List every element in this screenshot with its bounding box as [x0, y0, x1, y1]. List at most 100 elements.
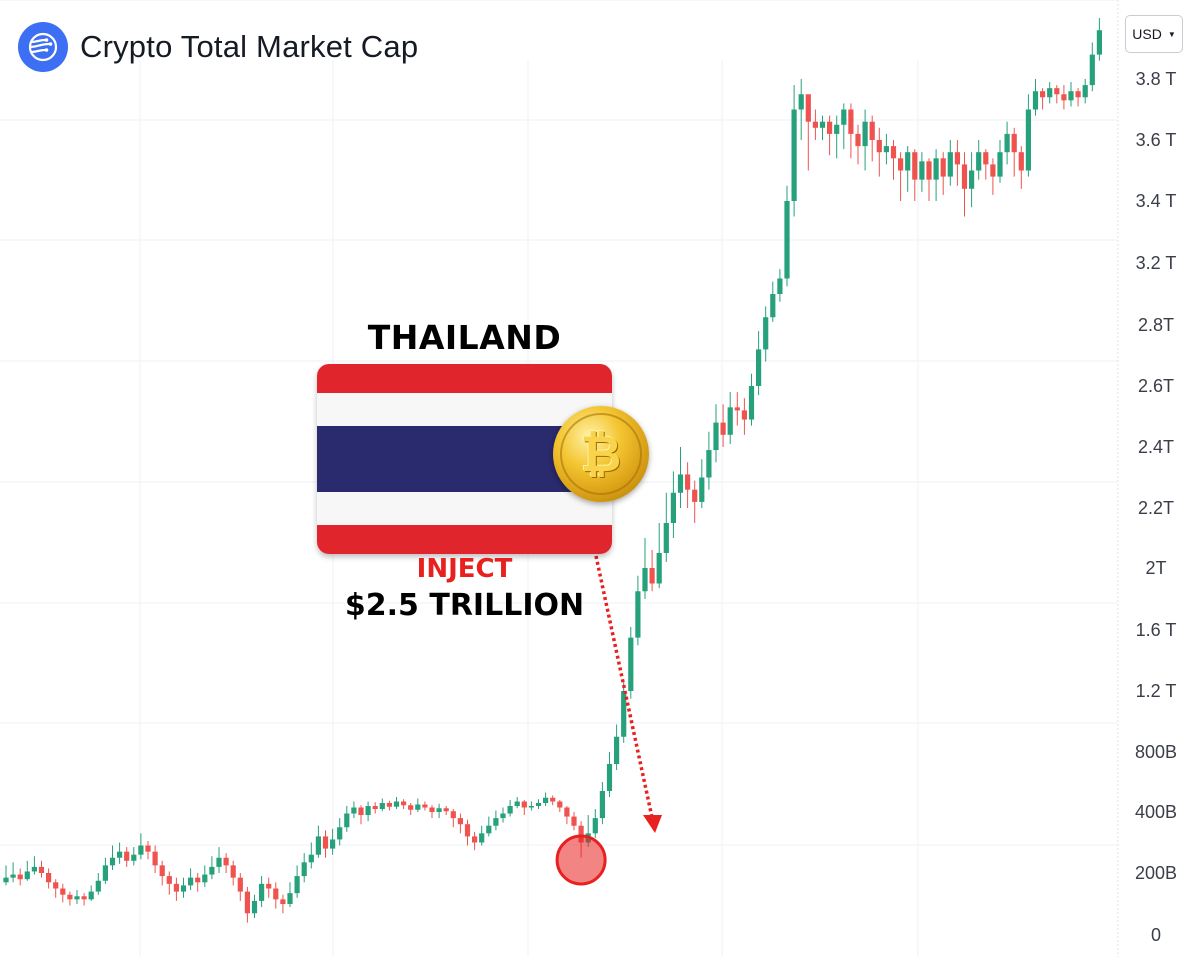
candle: [1082, 79, 1088, 104]
candle: [592, 809, 598, 838]
y-tick-label: 1.6 T: [1136, 620, 1177, 640]
highlight-circle: [555, 834, 607, 886]
annotation-country: THAILAND: [367, 318, 562, 357]
candle: [706, 431, 712, 490]
chart-grid: [0, 0, 1119, 957]
candle: [848, 103, 854, 159]
candle: [883, 133, 889, 165]
y-tick-label: 800B: [1135, 742, 1177, 762]
candle: [315, 825, 321, 858]
candle: [180, 877, 187, 898]
y-tick-label: 1.2 T: [1136, 681, 1177, 701]
bitcoin-coin-icon: ₿: [553, 406, 649, 502]
candle: [188, 868, 194, 891]
y-tick-label: 200B: [1135, 863, 1177, 883]
candle: [933, 149, 939, 201]
candle: [969, 152, 975, 208]
candle: [905, 146, 911, 192]
candle: [798, 79, 804, 140]
candle: [1089, 42, 1095, 92]
candle: [38, 860, 45, 878]
candle: [24, 860, 30, 881]
candle: [876, 127, 882, 177]
candle: [429, 805, 435, 819]
candle: [926, 158, 932, 201]
candle: [436, 803, 442, 819]
candle: [308, 842, 314, 869]
candle: [855, 124, 861, 165]
candle: [1054, 85, 1060, 104]
candle: [614, 724, 620, 770]
candle: [748, 373, 755, 426]
candle: [386, 800, 392, 811]
candle: [344, 806, 350, 832]
candle: [912, 149, 918, 201]
candle: [685, 462, 691, 508]
candle: [486, 816, 492, 837]
y-tick-label: 3.8 T: [1136, 69, 1177, 89]
candle: [493, 810, 499, 831]
candle: [266, 877, 272, 898]
y-tick-label: 2.2T: [1138, 498, 1174, 518]
candle: [1096, 18, 1102, 61]
candle: [173, 877, 179, 901]
candle: [997, 140, 1003, 183]
candle: [720, 404, 726, 447]
candle: [1025, 94, 1031, 177]
y-tick-label: 0: [1151, 925, 1161, 945]
currency-select[interactable]: USD ▼: [1125, 15, 1183, 53]
candle: [117, 842, 123, 864]
candle: [131, 847, 137, 866]
candle: [606, 752, 613, 797]
candle: [692, 480, 698, 523]
candle: [337, 818, 343, 846]
candle: [138, 833, 144, 860]
candle: [74, 890, 80, 904]
candle: [1061, 85, 1067, 110]
candle: [770, 281, 776, 322]
candle: [642, 538, 648, 599]
candle: [890, 140, 897, 180]
candle: [791, 85, 797, 217]
candle: [756, 331, 762, 396]
candle: [1040, 88, 1046, 110]
candle: [656, 523, 662, 589]
candle: [543, 792, 549, 806]
candle: [330, 828, 336, 855]
candle: [1032, 79, 1039, 116]
candle: [500, 807, 506, 823]
candle: [954, 140, 960, 186]
candle: [88, 885, 94, 901]
candle: [727, 392, 733, 444]
candle: [677, 447, 684, 508]
candle: [202, 865, 208, 887]
candle: [734, 392, 740, 426]
candle: [990, 158, 996, 195]
candle: [145, 840, 151, 860]
candle: [3, 865, 9, 886]
candle: [216, 847, 222, 873]
candle: [17, 868, 23, 886]
candle: [507, 800, 513, 817]
candle: [166, 871, 172, 895]
y-tick-label: 2.8T: [1138, 315, 1174, 335]
candle: [124, 847, 130, 867]
candle: [1011, 127, 1017, 177]
candle: [393, 797, 400, 809]
candle: [46, 868, 52, 889]
candle: [259, 876, 265, 908]
y-tick-label: 2.6T: [1138, 376, 1174, 396]
candle: [365, 801, 371, 822]
candle: [940, 152, 946, 195]
candle: [862, 109, 868, 171]
candle: [550, 795, 556, 806]
annotation-action: INJECT: [416, 554, 513, 584]
candle: [294, 865, 300, 898]
candle: [287, 882, 293, 908]
candle: [628, 626, 634, 699]
y-tick-label: 3.4 T: [1136, 191, 1177, 211]
y-tick-label: 3.6 T: [1136, 130, 1177, 150]
candle: [53, 879, 59, 898]
candle: [834, 115, 840, 159]
flag-stripe-red-top: [317, 364, 612, 393]
